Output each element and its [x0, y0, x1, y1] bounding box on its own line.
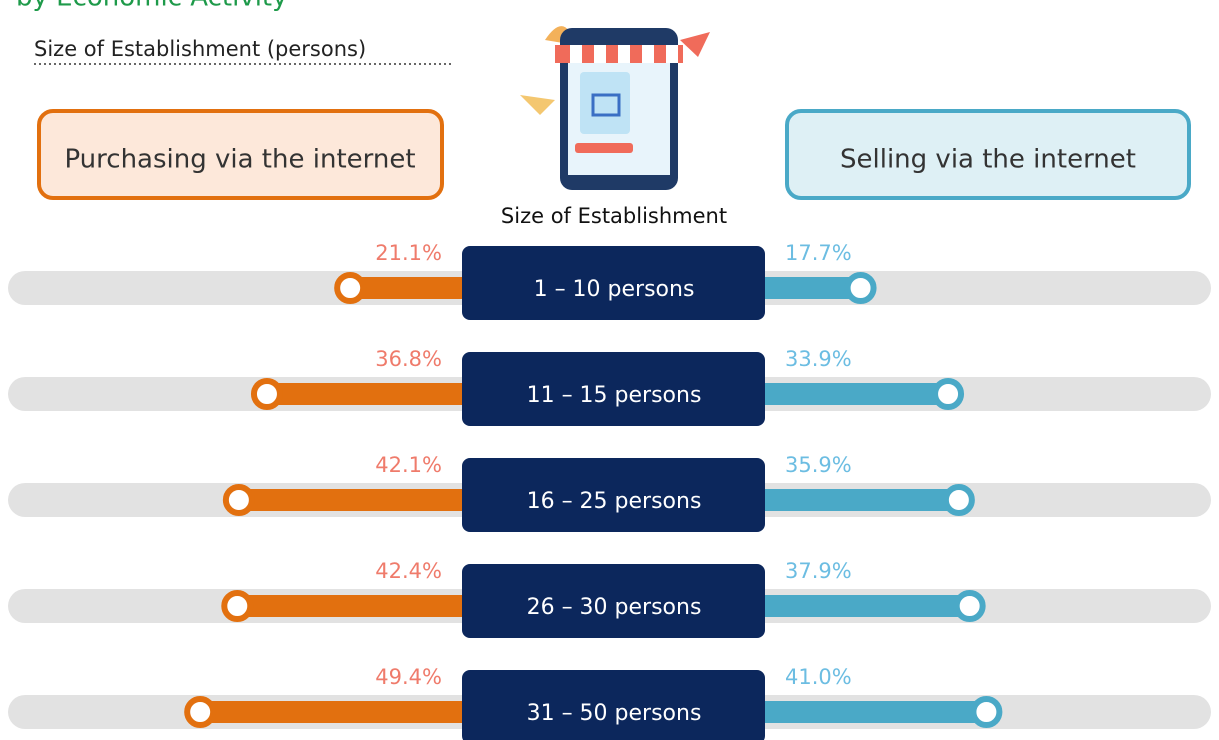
category-box — [462, 670, 765, 740]
knob — [184, 696, 217, 728]
bar — [350, 277, 462, 299]
value-label: 42.4% — [375, 559, 442, 583]
legend-purchasing: Purchasing via the internet — [64, 145, 415, 175]
knob — [221, 590, 254, 622]
bar — [238, 489, 462, 511]
bar — [200, 701, 462, 723]
value-label: 37.9% — [785, 559, 852, 583]
value-label: 33.9% — [785, 347, 852, 371]
value-label: 41.0% — [785, 665, 852, 689]
legend-box-selling — [785, 109, 1191, 200]
category: 11 – 15 persons — [527, 383, 702, 408]
category-box — [462, 246, 765, 320]
legend-selling: Selling via the internet — [840, 145, 1136, 175]
category: 31 – 50 persons — [527, 701, 702, 726]
category: 1 – 10 persons — [534, 277, 695, 302]
bar — [765, 277, 861, 299]
value-label: 49.4% — [375, 665, 442, 689]
value-label: 36.8% — [375, 347, 442, 371]
value-label: 21.1% — [375, 241, 442, 265]
category: 26 – 30 persons — [527, 595, 702, 620]
bar — [237, 595, 462, 617]
bar — [765, 383, 949, 405]
category-label: Size of Establishment — [501, 204, 727, 228]
bar — [266, 383, 462, 405]
category-box — [462, 352, 765, 426]
value-label: 35.9% — [785, 453, 852, 477]
knob — [953, 590, 986, 622]
bar — [765, 701, 987, 723]
value-label: 42.1% — [375, 453, 442, 477]
bar — [765, 489, 959, 511]
knob — [942, 484, 975, 516]
knob — [250, 378, 283, 410]
bar — [765, 595, 970, 617]
category: 16 – 25 persons — [527, 489, 702, 514]
subtitle: Size of Establishment (persons) — [34, 37, 366, 61]
category-box — [462, 564, 765, 638]
phone-icon — [520, 26, 710, 190]
knob — [970, 696, 1003, 728]
knob — [844, 272, 877, 304]
title: by Economic Activity — [16, 0, 288, 13]
value-label: 17.7% — [785, 241, 852, 265]
knob — [932, 378, 965, 410]
knob — [222, 484, 255, 516]
legend-box-purchasing — [37, 109, 444, 200]
category-box — [462, 458, 765, 532]
knob — [334, 272, 367, 304]
